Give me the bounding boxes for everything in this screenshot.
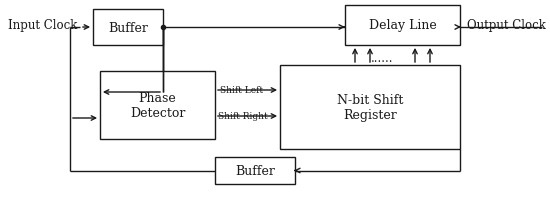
Text: Output Clock: Output Clock [467,19,546,32]
Text: Buffer: Buffer [235,164,275,177]
Text: ......: ...... [371,51,393,64]
Bar [345,6,460,46]
Bar [100,72,215,139]
Text: Input Clock: Input Clock [8,19,78,32]
Text: Delay Line: Delay Line [368,19,436,32]
Text: N-bit Shift
Register: N-bit Shift Register [337,94,403,121]
Bar [280,66,460,149]
Text: Phase
Detector: Phase Detector [130,92,185,119]
Text: Buffer: Buffer [108,21,148,34]
Bar [93,10,163,46]
Text: Shift Left: Shift Left [220,86,263,95]
Bar [215,157,295,184]
Text: Shift Right: Shift Right [218,112,268,121]
